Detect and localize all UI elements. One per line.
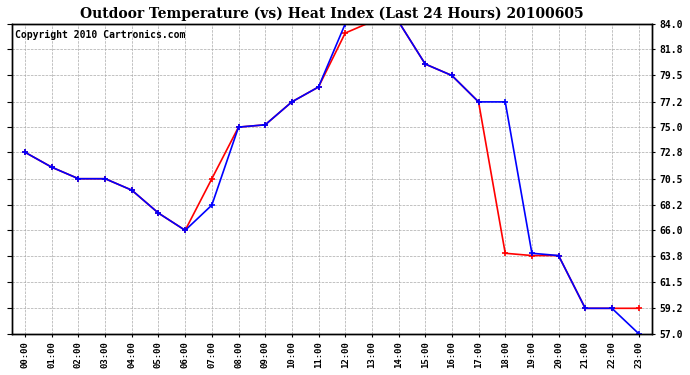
Text: Copyright 2010 Cartronics.com: Copyright 2010 Cartronics.com (15, 30, 186, 40)
Title: Outdoor Temperature (vs) Heat Index (Last 24 Hours) 20100605: Outdoor Temperature (vs) Heat Index (Las… (80, 7, 584, 21)
